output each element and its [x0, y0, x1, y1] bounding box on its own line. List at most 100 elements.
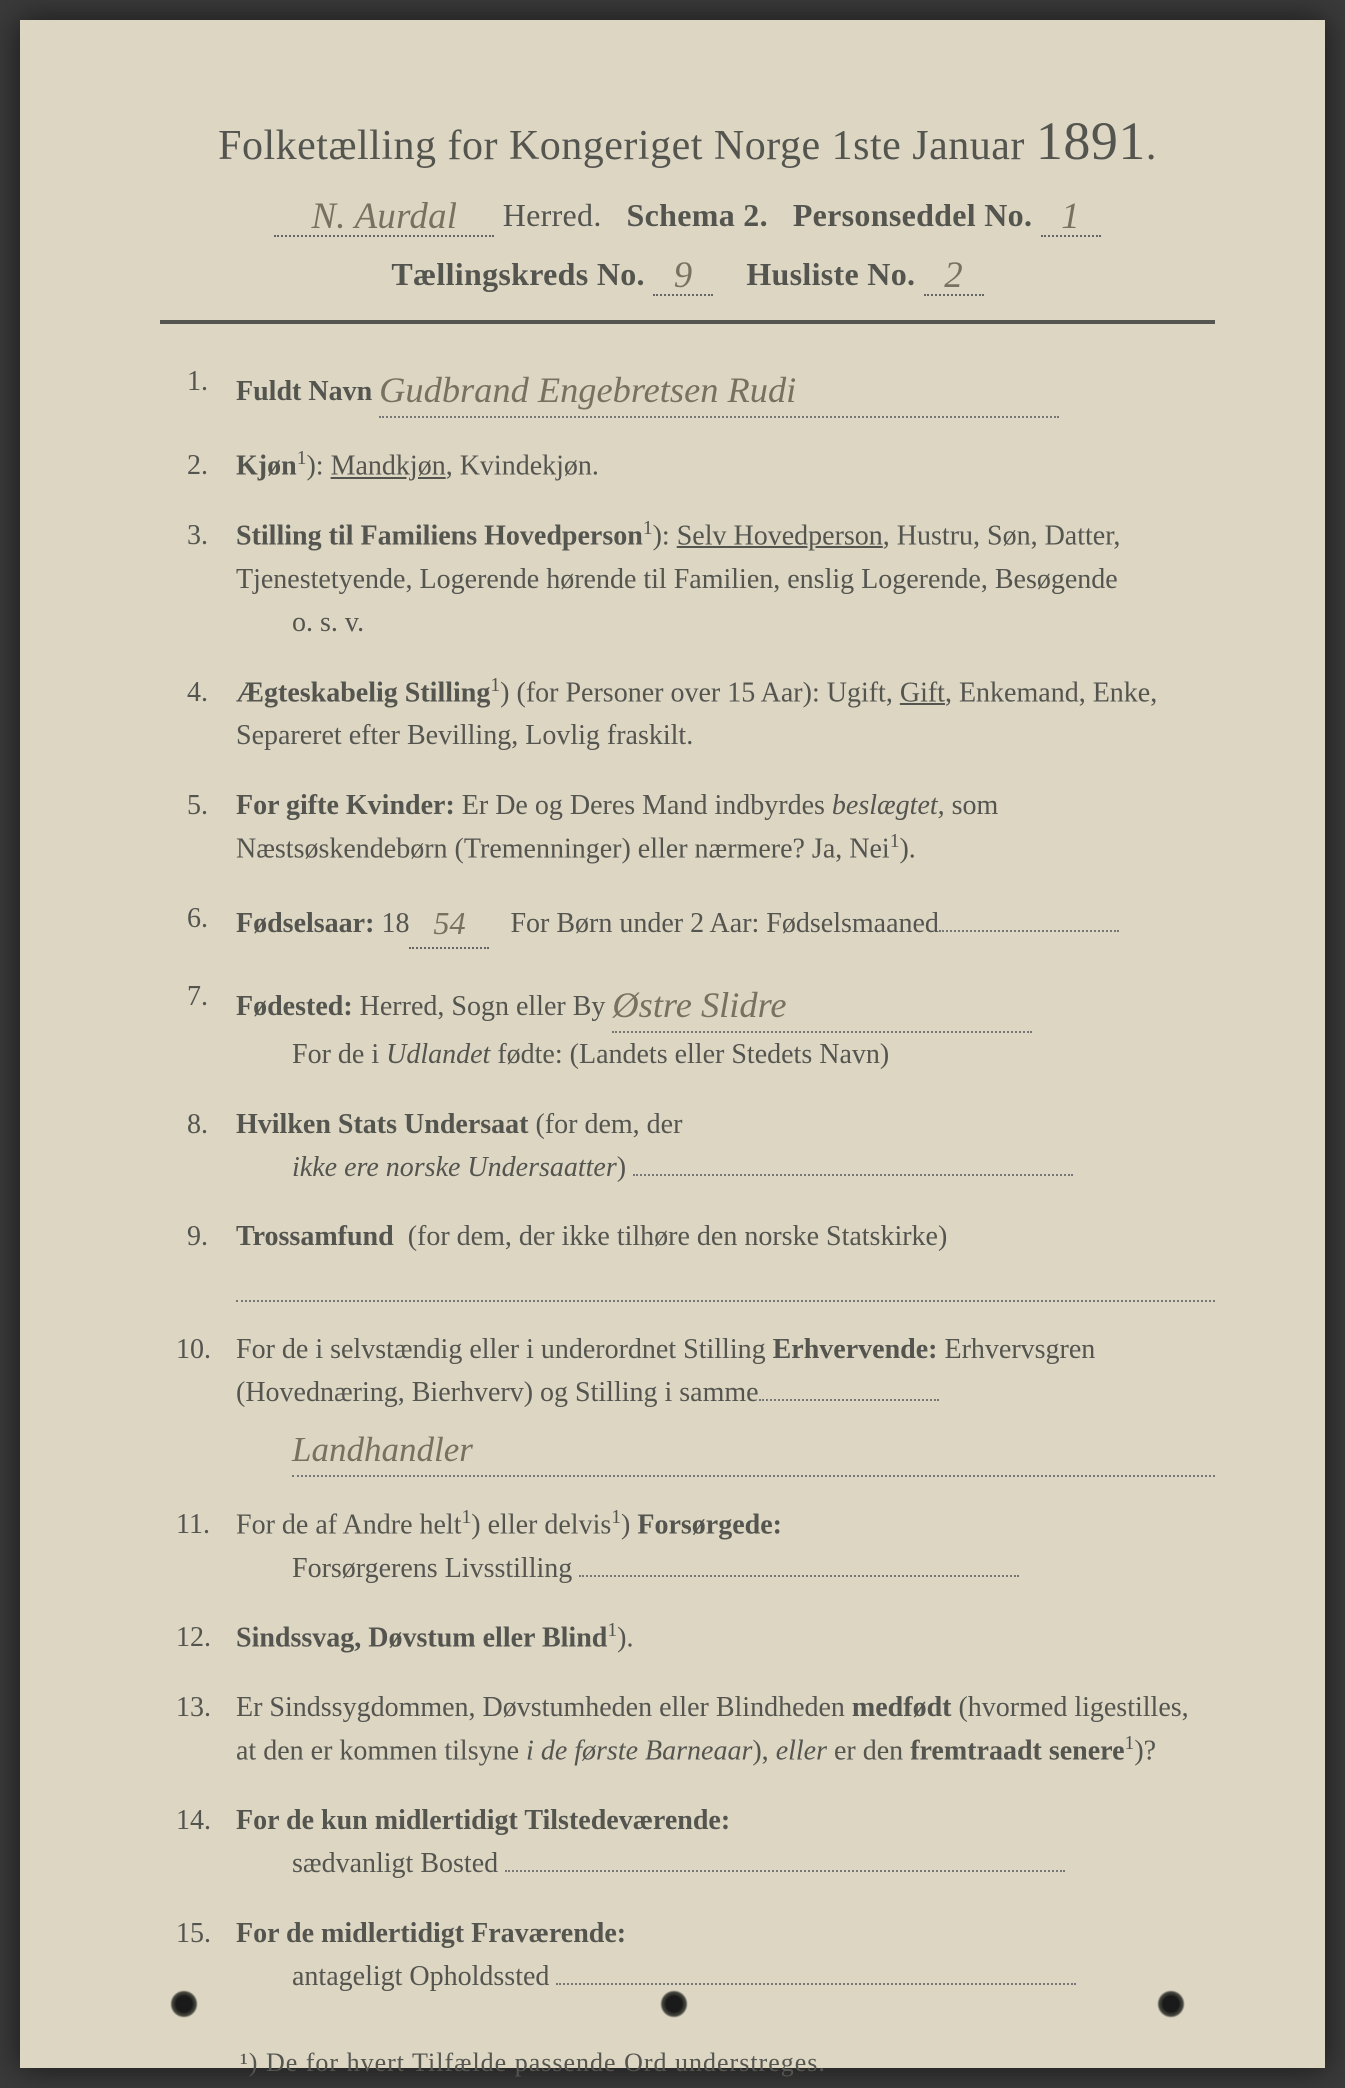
options-rest: , Kvindekjøn.	[446, 451, 599, 482]
entry-15: 15. For de midlertidigt Fraværende: anta…	[176, 1912, 1215, 1999]
label: Ægteskabelig Stilling	[236, 677, 490, 708]
label: Trossamfund	[236, 1221, 394, 1252]
entry-2: 2. Kjøn1): Mandkjøn, Kvindekjøn.	[176, 444, 1215, 488]
entry-4: 4. Ægteskabelig Stilling1) (for Personer…	[176, 671, 1215, 758]
birth-month-field	[939, 930, 1119, 932]
entry-8: 8. Hvilken Stats Undersaat (for dem, der…	[176, 1103, 1215, 1190]
kreds-label: Tællingskreds No.	[391, 256, 644, 292]
label-bold: Forsørgede:	[637, 1509, 782, 1540]
entry-content: Er Sindssygdommen, Døvstumheden eller Bl…	[236, 1686, 1215, 1773]
entry-num: 4.	[176, 671, 236, 758]
occupation-value: Landhandler	[292, 1430, 473, 1469]
footnote: ¹) De for hvert Tilfælde passende Ord un…	[160, 2048, 1215, 2078]
census-form-page: Folketælling for Kongeriget Norge 1ste J…	[20, 20, 1325, 2068]
entry-content: Fuldt Navn Gudbrand Engebretsen Rudi	[236, 360, 1215, 418]
line2: sædvanligt Bosted	[292, 1842, 1215, 1885]
line2: antageligt Opholdssted	[292, 1955, 1215, 1998]
entry-content: For de kun midlertidigt Tilstedeværende:…	[236, 1799, 1215, 1886]
line2: Forsørgerens Livsstilling	[292, 1547, 1215, 1590]
entry-num: 15.	[176, 1912, 236, 1999]
entry-7: 7. Fødested: Herred, Sogn eller By Østre…	[176, 975, 1215, 1077]
entry-num: 7.	[176, 975, 236, 1077]
text: antageligt Opholdssted	[292, 1961, 549, 1992]
option-underlined: Mandkjøn	[331, 451, 446, 482]
meta-line-2: Tællingskreds No. 9 Husliste No. 2	[160, 251, 1215, 296]
line2: ikke ere norske Undersaatter)	[292, 1146, 1215, 1189]
label: Fødested:	[236, 991, 353, 1022]
entry-1: 1. Fuldt Navn Gudbrand Engebretsen Rudi	[176, 360, 1215, 418]
entry-content: For gifte Kvinder: Er De og Deres Mand i…	[236, 784, 1215, 871]
entry-num: 13.	[176, 1686, 236, 1773]
entry-14: 14. For de kun midlertidigt Tilstedevære…	[176, 1799, 1215, 1886]
entry-num: 8.	[176, 1103, 236, 1190]
punch-hole-icon	[1157, 1990, 1185, 2018]
paren: (for Personer over 15 Aar):	[517, 677, 820, 708]
option-underlined: Selv Hovedperson	[677, 520, 883, 551]
entry-num: 5.	[176, 784, 236, 871]
entry-3: 3. Stilling til Familiens Hovedperson1):…	[176, 514, 1215, 645]
herred-value: N. Aurdal	[311, 195, 457, 236]
text: sædvanligt Bosted	[292, 1848, 498, 1879]
text: Er De og Deres Mand indbyrdes	[462, 790, 825, 821]
footnote-marker: 1	[490, 675, 500, 696]
italic: ikke ere norske Undersaatter	[292, 1152, 617, 1183]
entry-6: 6. Fødselsaar: 1854 For Børn under 2 Aar…	[176, 897, 1215, 949]
label: Stilling til Familiens Hovedperson	[236, 520, 643, 551]
osv: o. s. v.	[292, 601, 1215, 644]
label: For gifte Kvinder:	[236, 790, 455, 821]
footnote-marker: ¹)	[240, 2048, 258, 2077]
entry-5: 5. For gifte Kvinder: Er De og Deres Man…	[176, 784, 1215, 871]
bold1: medfødt	[852, 1692, 952, 1723]
label: Hvilken Stats Undersaat	[236, 1109, 528, 1140]
footnote-marker: 1	[890, 831, 900, 852]
label: For de kun midlertidigt Tilstedeværende:	[236, 1805, 730, 1836]
label: Fuldt Navn	[236, 376, 372, 407]
entry-12: 12. Sindssvag, Døvstum eller Blind1).	[176, 1616, 1215, 1660]
label-mid: eller delvis	[488, 1509, 612, 1540]
title-line: Folketælling for Kongeriget Norge 1ste J…	[160, 110, 1215, 172]
label: For de midlertidigt Fraværende:	[236, 1918, 626, 1949]
kreds-no: 9	[674, 254, 693, 295]
entry-num: 12.	[176, 1616, 236, 1660]
entry-num: 10.	[176, 1328, 236, 1477]
text-mid3: er den	[827, 1736, 910, 1767]
bold2: fremtraadt senere	[910, 1736, 1124, 1767]
text: Herred, Sogn eller By	[360, 991, 606, 1022]
footnote-marker: 1	[1125, 1733, 1135, 1754]
personseddel-no: 1	[1061, 195, 1080, 236]
name-value: Gudbrand Engebretsen Rudi	[379, 370, 796, 410]
entry-num: 1.	[176, 360, 236, 418]
entry-content: For de midlertidigt Fraværende: antageli…	[236, 1912, 1215, 1999]
title-year: 1891	[1036, 111, 1146, 171]
residence-field	[505, 1870, 1065, 1872]
italic2: eller	[776, 1736, 827, 1767]
year-prefix: 18	[381, 908, 409, 939]
form-header: Folketælling for Kongeriget Norge 1ste J…	[160, 110, 1215, 296]
husliste-no: 2	[944, 254, 963, 295]
entry-content: Hvilken Stats Undersaat (for dem, der ik…	[236, 1103, 1215, 1190]
entry-content: Trossamfund (for dem, der ikke tilhøre d…	[236, 1215, 1215, 1302]
label: Kjøn	[236, 451, 297, 482]
punch-hole-icon	[170, 1990, 198, 2018]
husliste-label: Husliste No.	[746, 256, 915, 292]
header-divider	[160, 320, 1215, 324]
text2: )	[617, 1152, 626, 1183]
label: Fødselsaar:	[236, 908, 374, 939]
footnote-marker: 1	[297, 448, 307, 469]
schema-label: Schema 2.	[627, 197, 768, 233]
entry-num: 11.	[176, 1503, 236, 1590]
entry-content: Sindssvag, Døvstum eller Blind1).	[236, 1616, 1215, 1660]
text-mid2: ),	[752, 1736, 775, 1767]
footnote-marker: 1	[462, 1507, 472, 1528]
italic: i de første Barneaar	[526, 1736, 752, 1767]
italic: beslægtet,	[832, 790, 945, 821]
entry-content: Stilling til Familiens Hovedperson1): Se…	[236, 514, 1215, 645]
title-prefix: Folketælling for Kongeriget Norge 1ste J…	[218, 123, 1025, 169]
punch-hole-icon	[660, 1990, 688, 2018]
text: Forsørgerens Livsstilling	[292, 1553, 572, 1584]
label: Sindssvag, Døvstum eller Blind	[236, 1622, 607, 1653]
citizenship-field	[633, 1174, 1073, 1176]
birth-year: 54	[433, 905, 465, 941]
line2: For de i Udlandet fødte: (Landets eller …	[292, 1033, 1215, 1076]
text: (for dem, der ikke tilhøre den norske St…	[408, 1221, 948, 1252]
